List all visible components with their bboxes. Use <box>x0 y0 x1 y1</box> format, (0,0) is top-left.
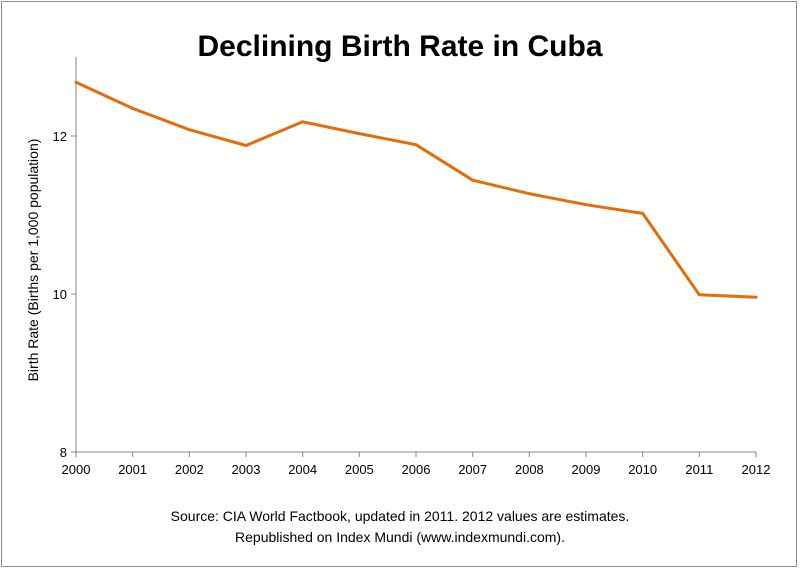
y-tick-label: 12 <box>53 129 67 144</box>
x-tick-label: 2009 <box>572 462 601 477</box>
x-tick-label: 2007 <box>458 462 487 477</box>
data-point <box>187 128 191 132</box>
x-tick-label: 2000 <box>62 462 91 477</box>
data-point <box>244 143 248 147</box>
x-tick-label: 2012 <box>742 462 771 477</box>
data-point <box>584 203 588 207</box>
x-tick-label: 2001 <box>118 462 147 477</box>
data-point <box>754 295 758 299</box>
x-tick-label: 2010 <box>628 462 657 477</box>
data-point <box>527 192 531 196</box>
x-tick-label: 2004 <box>288 462 317 477</box>
x-tick-label: 2005 <box>345 462 374 477</box>
data-point <box>697 293 701 297</box>
data-point <box>74 80 78 84</box>
data-point <box>641 211 645 215</box>
series-line <box>74 80 758 299</box>
data-point <box>357 132 361 136</box>
chart-title: Declining Birth Rate in Cuba <box>197 30 603 63</box>
y-tick-label: 8 <box>60 445 67 460</box>
source-line-1: Source: CIA World Factbook, updated in 2… <box>170 508 630 524</box>
x-tick-label: 2008 <box>515 462 544 477</box>
y-tick-label: 10 <box>53 287 67 302</box>
data-point <box>131 106 135 110</box>
data-point <box>471 178 475 182</box>
x-tick-label: 2011 <box>685 462 713 477</box>
data-point <box>414 143 418 147</box>
x-tick-label: 2002 <box>175 462 204 477</box>
x-tick-label: 2006 <box>402 462 431 477</box>
source-line-2: Republished on Index Mundi (www.indexmun… <box>235 529 565 545</box>
data-point <box>301 120 305 124</box>
x-tick-label: 2003 <box>232 462 261 477</box>
